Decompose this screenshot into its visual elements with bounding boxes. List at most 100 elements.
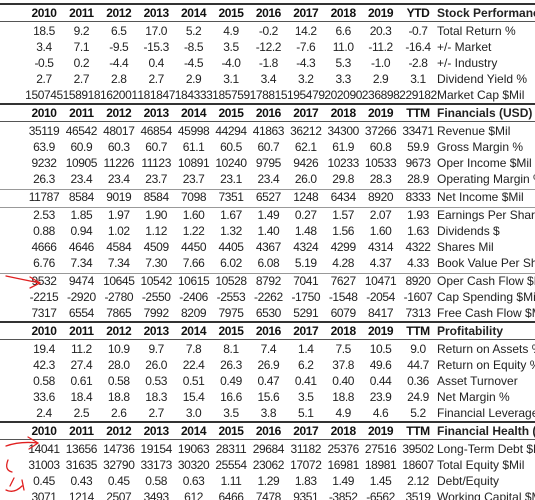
value-cell: 7.5	[335, 342, 351, 356]
value-cell: -7.6	[296, 40, 316, 54]
year-header: 2013	[143, 324, 170, 338]
value-cell: 46854	[140, 124, 173, 138]
row-label: Gross Margin %	[437, 140, 524, 154]
year-header: 2019	[368, 324, 394, 338]
value-cell: 23.4	[107, 172, 130, 186]
value-cell: 18981	[364, 458, 397, 472]
value-cell: 61.9	[332, 140, 355, 154]
year-header: 2018	[330, 6, 357, 20]
year-header: TTM	[406, 106, 430, 120]
value-cell: 1.56	[332, 224, 355, 238]
value-cell: 18.8	[332, 390, 355, 404]
row-label: Cap Spending $Mil	[437, 290, 535, 304]
year-header: 2012	[106, 424, 132, 438]
year-header: 2017	[293, 6, 319, 20]
value-cell: 0.58	[33, 374, 55, 388]
arrow	[5, 436, 40, 450]
value-cell: 1.49	[332, 474, 355, 488]
value-cell: 7317	[31, 306, 57, 320]
value-cell: 2.4	[36, 406, 52, 420]
value-cell: 0.49	[220, 374, 242, 388]
value-cell: 195479	[286, 88, 325, 102]
year-header: 2017	[293, 324, 319, 338]
row-label: Dividend Yield %	[437, 72, 528, 86]
value-cell: 8920	[405, 274, 431, 288]
rule	[0, 21, 535, 22]
value-cell: 8333	[405, 190, 431, 204]
value-cell: 2.8	[111, 72, 127, 86]
value-cell: 7.34	[70, 256, 93, 270]
value-cell: 2.7	[36, 72, 52, 86]
value-cell: 9426	[293, 156, 319, 170]
value-cell: 17.0	[145, 24, 168, 38]
value-cell: 42.3	[33, 358, 55, 372]
year-header: 2010	[31, 324, 57, 338]
value-cell: 60.7	[257, 140, 280, 154]
value-cell: 4324	[293, 240, 319, 254]
rule	[0, 189, 535, 190]
value-cell: 3.5	[223, 40, 239, 54]
value-cell: 7.8	[185, 342, 202, 356]
value-cell: 23.4	[257, 172, 280, 186]
row-label: Oper Income $Mil	[437, 156, 532, 170]
value-cell: 3.4	[36, 40, 52, 54]
value-cell: 0.94	[70, 224, 93, 238]
value-cell: 9.7	[148, 342, 164, 356]
value-cell: 27516	[364, 442, 397, 456]
value-cell: 4.28	[332, 256, 355, 270]
value-cell: 32790	[103, 458, 135, 472]
value-cell: 1248	[293, 190, 319, 204]
value-cell: 25376	[327, 442, 360, 456]
value-cell: 9474	[68, 274, 95, 288]
value-cell: 229182	[399, 88, 437, 102]
value-cell: 3.5	[298, 390, 314, 404]
row-label: Debt/Equity	[437, 474, 500, 488]
row-label: Oper Cash Flow $Mil	[437, 274, 535, 288]
value-cell: 20.3	[369, 24, 392, 38]
hand-marks	[5, 275, 42, 492]
value-cell: 46542	[65, 124, 98, 138]
value-cell: 4405	[218, 240, 244, 254]
value-cell: 8792	[255, 274, 282, 288]
value-cell: 2.12	[407, 474, 429, 488]
value-cell: 162001	[99, 88, 138, 102]
row-label: Working Capital $Mil	[437, 490, 535, 500]
value-cell: -4.5	[184, 56, 204, 70]
year-header: 2018	[330, 106, 357, 120]
value-cell: -16.4	[405, 40, 431, 54]
year-header: 2018	[330, 324, 357, 338]
value-cell: 0.88	[33, 224, 55, 238]
value-cell: 0.47	[257, 374, 280, 388]
value-cell: 18.4	[70, 390, 93, 404]
value-cell: 30320	[177, 458, 210, 472]
rule	[0, 121, 535, 122]
value-cell: 1.02	[107, 224, 130, 238]
value-cell: 9232	[31, 156, 57, 170]
value-cell: 158918	[62, 88, 101, 102]
year-header: 2011	[69, 6, 94, 20]
value-cell: 184333	[174, 88, 213, 102]
value-cell: 7.1	[73, 40, 90, 54]
value-cell: 31182	[290, 442, 322, 456]
value-cell: 6.6	[335, 24, 351, 38]
value-cell: 23.9	[369, 390, 392, 404]
value-cell: 7478	[255, 490, 282, 500]
value-cell: 1.93	[407, 208, 429, 222]
value-cell: 181847	[137, 88, 176, 102]
value-cell: 6466	[218, 490, 244, 500]
value-cell: 10542	[140, 274, 173, 288]
value-cell: 63.9	[33, 140, 55, 154]
value-cell: 4.9	[223, 24, 239, 38]
year-header: 2015	[218, 6, 244, 20]
value-cell: 14736	[103, 442, 135, 456]
year-header: 2017	[293, 424, 319, 438]
value-cell: -1548	[328, 290, 358, 304]
section-title: Financial Health (USD)	[437, 424, 535, 438]
value-cell: 10905	[65, 156, 98, 170]
value-cell: -4.0	[221, 56, 241, 70]
value-cell: 14041	[28, 442, 60, 456]
value-cell: 1.90	[145, 208, 168, 222]
value-cell: 2.9	[372, 72, 389, 86]
value-cell: 7098	[181, 190, 207, 204]
